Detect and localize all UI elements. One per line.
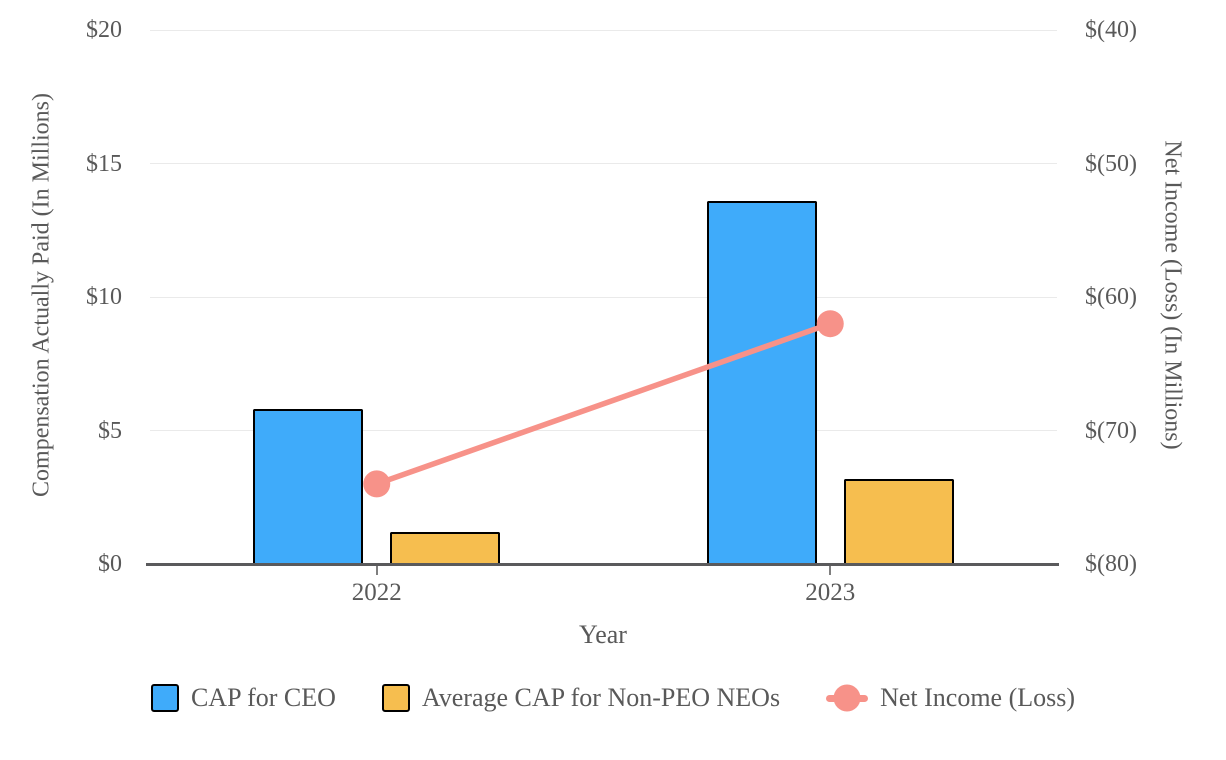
x-axis-tick-label-2023: 2023 — [805, 579, 856, 606]
right-axis-tick-label: $(60) — [1085, 284, 1137, 310]
legend-label: Average CAP for Non-PEO NEOs — [421, 683, 781, 712]
legend-item-average-cap-for-non-peo-neos: Average CAP for Non-PEO NEOs — [381, 683, 781, 713]
legend-item-cap-for-ceo: CAP for CEO — [150, 683, 336, 713]
bar-cap-for-ceo-2023 — [706, 200, 817, 564]
right-axis-tick-label: $(50) — [1085, 150, 1137, 177]
left-axis-tick-label: $5 — [98, 417, 122, 444]
x-axis-tick-mark — [375, 566, 378, 575]
legend-line-dot-icon — [826, 684, 869, 712]
gridline — [150, 296, 1057, 298]
legend-item-net-income-loss: Net Income (Loss) — [826, 683, 1075, 713]
right-axis-tick-label: $(80) — [1085, 551, 1137, 577]
legend-label: Net Income (Loss) — [880, 683, 1076, 712]
legend-swatch-icon — [150, 684, 179, 712]
bar-average-cap-for-non-peo-neos-2022 — [390, 531, 501, 564]
x-axis-line — [146, 563, 1059, 566]
left-axis-tick-label: $10 — [86, 284, 122, 310]
left-axis-title: Compensation Actually Paid (In Millions) — [28, 93, 55, 497]
x-axis-tick-label-2022: 2022 — [351, 579, 402, 606]
legend-label: CAP for CEO — [190, 683, 336, 712]
x-axis-tick-mark — [829, 566, 832, 575]
right-axis-tick-label: $(40) — [1085, 17, 1137, 43]
bar-cap-for-ceo-2022 — [253, 409, 364, 564]
legend-dot-icon — [833, 684, 861, 712]
point-net-income-loss-2023 — [816, 310, 844, 338]
gridline — [150, 29, 1057, 31]
gridline — [150, 163, 1057, 164]
left-axis-tick-label: $20 — [86, 17, 122, 43]
x-axis-title: Year — [579, 620, 627, 649]
point-net-income-loss-2022 — [363, 470, 391, 498]
right-axis-tick-label: $(70) — [1085, 417, 1137, 444]
right-axis-title: Net Income (Loss) (In Millions) — [1159, 140, 1186, 450]
legend-swatch-icon — [381, 684, 410, 712]
left-axis-tick-label: $15 — [86, 150, 122, 177]
left-axis-tick-label: $0 — [98, 551, 122, 577]
bar-average-cap-for-non-peo-neos-2023 — [843, 478, 954, 564]
legend: CAP for CEO Average CAP for Non-PEO NEOs N… — [0, 668, 1226, 728]
